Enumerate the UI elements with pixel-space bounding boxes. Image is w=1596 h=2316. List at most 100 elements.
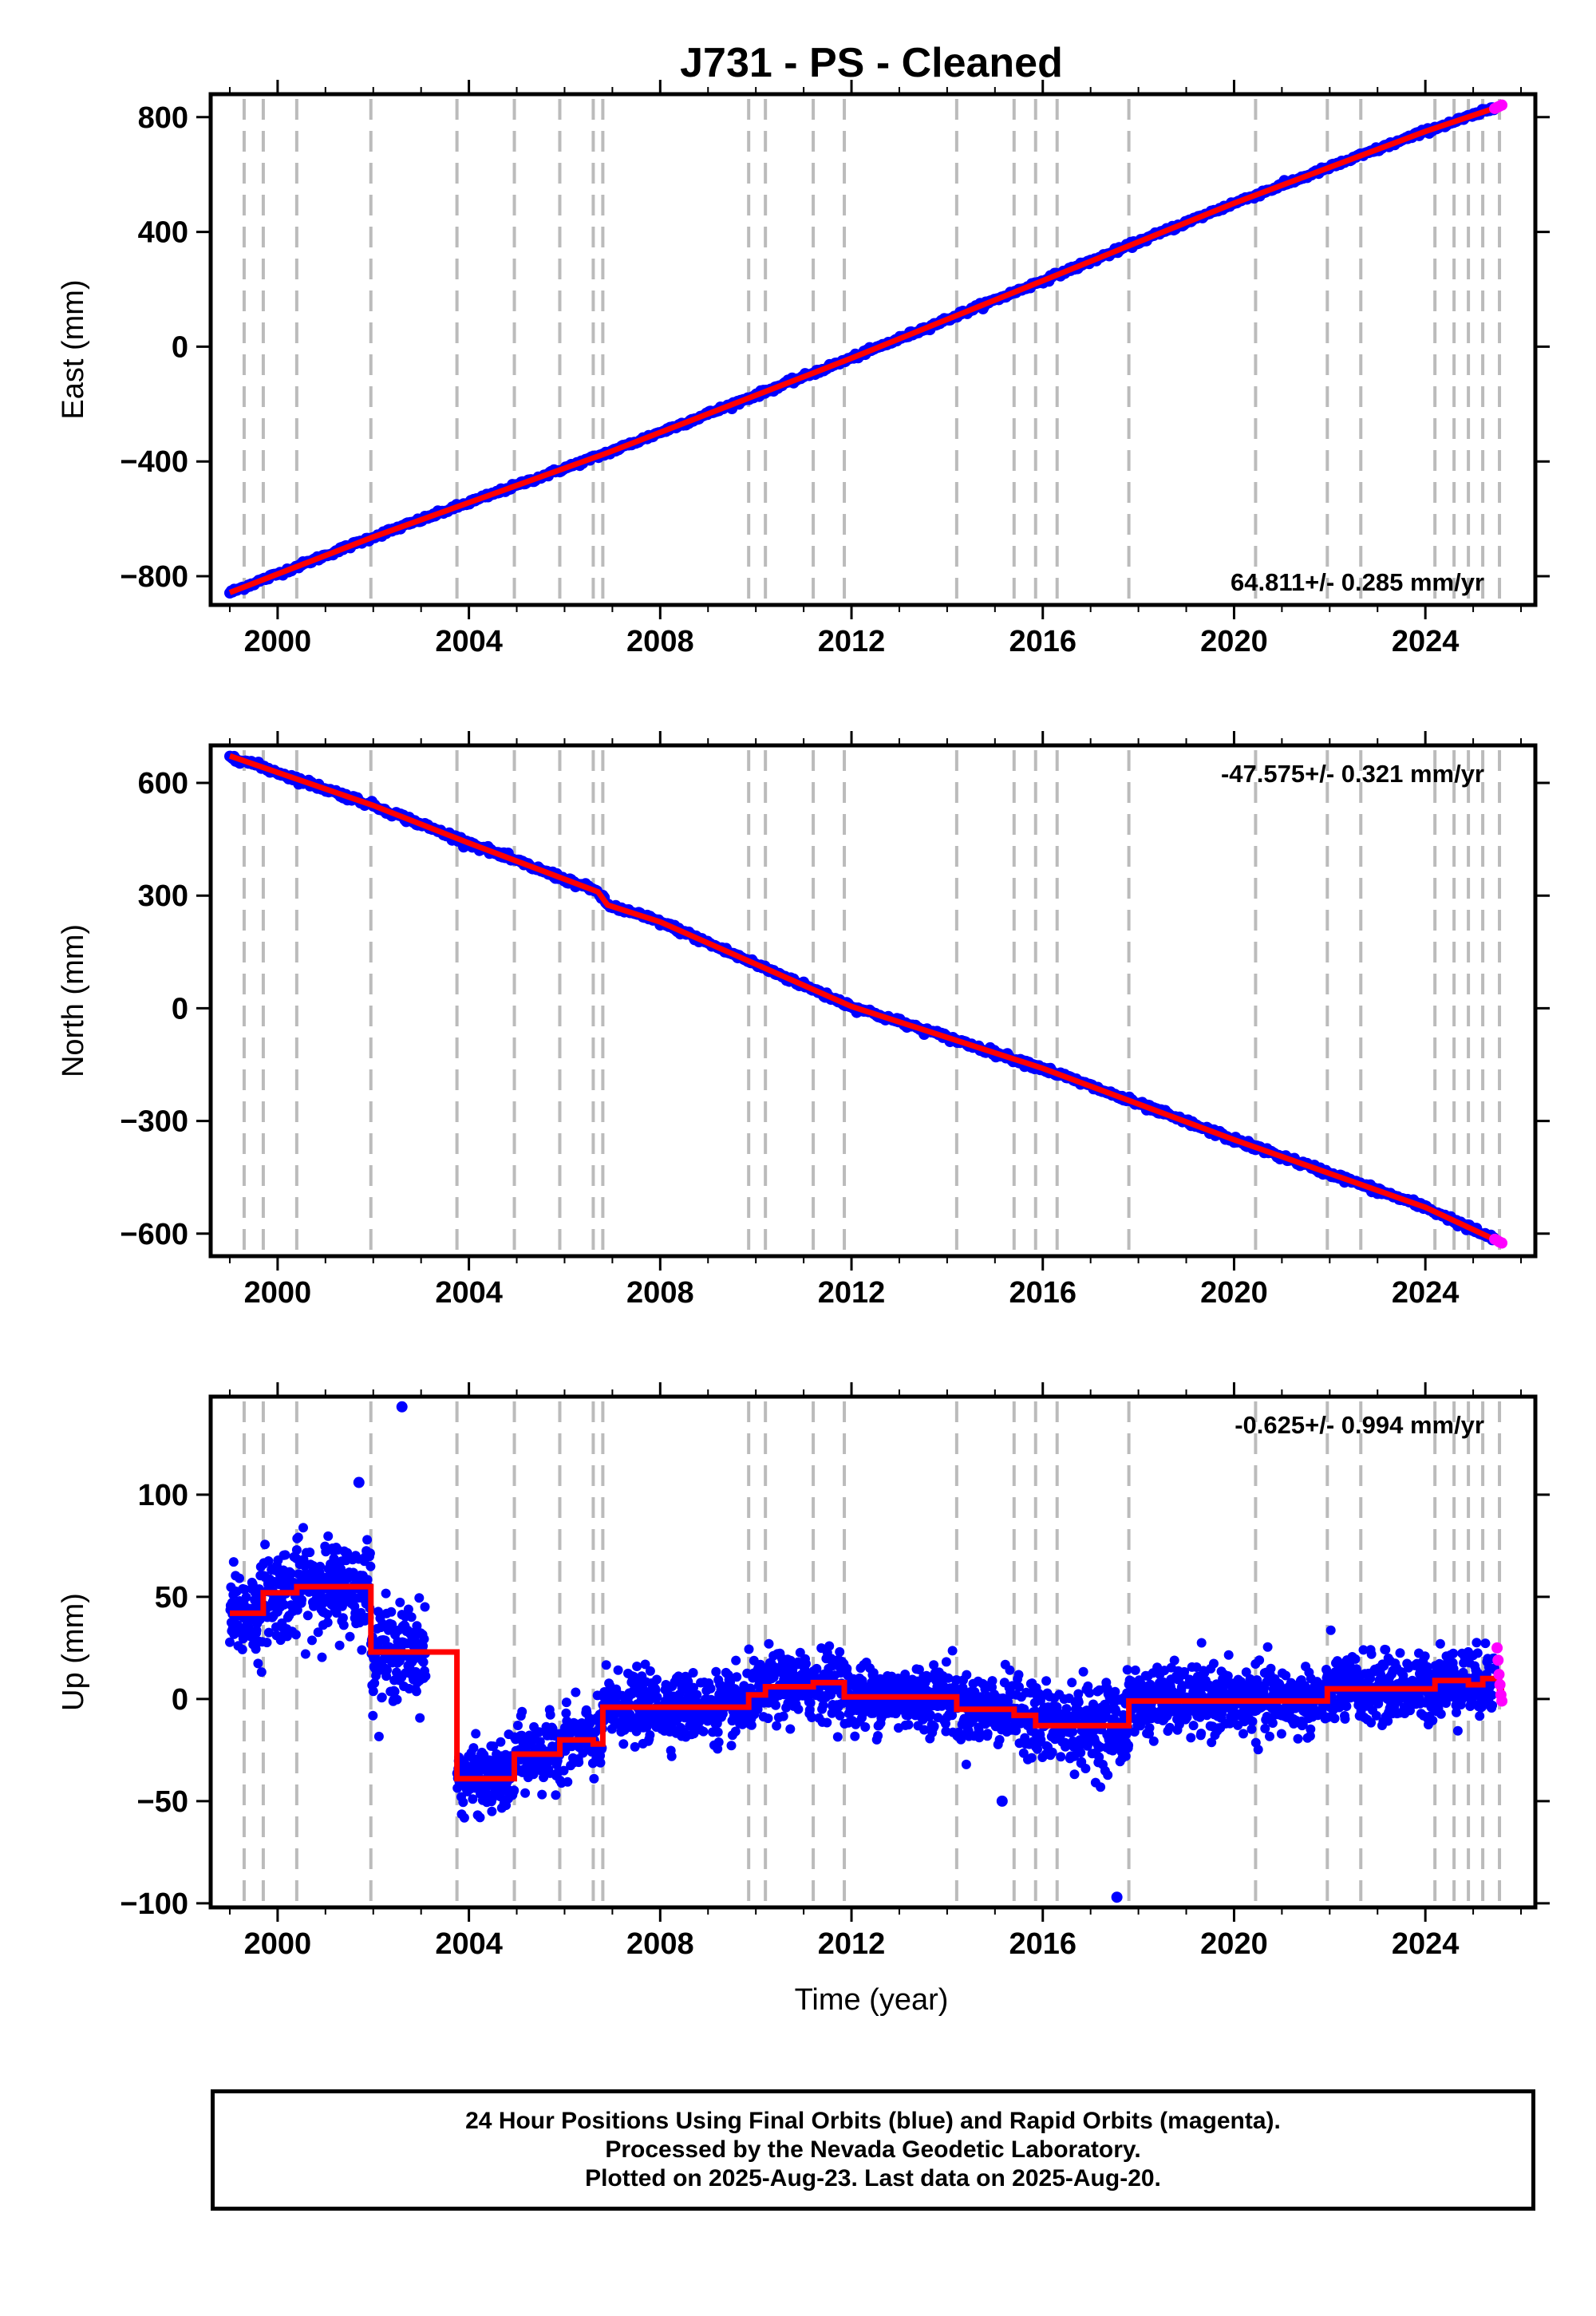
- final-orbit-point: [468, 1794, 478, 1804]
- north-y-axis-title: North (mm): [57, 924, 90, 1077]
- final-orbit-point: [406, 1612, 417, 1622]
- final-orbit-point: [785, 1724, 796, 1734]
- final-orbit-point: [534, 1727, 544, 1737]
- final-orbit-point: [313, 1627, 323, 1638]
- final-orbit-point: [1096, 1782, 1106, 1792]
- north-data: [224, 750, 1508, 1249]
- final-orbit-point: [1073, 1689, 1084, 1699]
- final-orbit-point: [1305, 1731, 1315, 1741]
- east-panel: 2000 2004 2008 2012 2016 2020 2024−800−4000400…: [57, 80, 1550, 658]
- final-orbit-point: [561, 1708, 571, 1718]
- final-orbit-point: [1329, 1713, 1340, 1724]
- final-orbit-point: [418, 1657, 429, 1667]
- final-orbit-point: [338, 1620, 349, 1630]
- final-orbit-point: [746, 1720, 757, 1730]
- final-orbit-point: [403, 1604, 413, 1614]
- final-orbit-point: [1281, 1670, 1291, 1681]
- final-orbit-point: [1061, 1704, 1072, 1714]
- final-orbit-point: [1080, 1764, 1091, 1773]
- y-tick-label: 0: [172, 330, 188, 364]
- rapid-orbit-point: [1496, 99, 1508, 111]
- final-orbit-point: [382, 1665, 392, 1675]
- final-orbit-point: [574, 1757, 584, 1768]
- final-orbit-point: [824, 1641, 835, 1651]
- final-orbit-point: [1340, 1713, 1350, 1724]
- final-orbit-point: [1223, 1650, 1234, 1660]
- final-orbit-point: [235, 1573, 244, 1583]
- x-tick-label: 2000: [244, 1276, 312, 1310]
- final-orbit-point: [368, 1710, 378, 1721]
- final-orbit-point: [1196, 1729, 1207, 1738]
- final-orbit-point: [903, 1720, 914, 1730]
- final-orbit-point: [362, 1535, 373, 1545]
- y-tick-label: 800: [138, 101, 188, 135]
- final-orbit-point: [652, 1692, 662, 1702]
- final-orbit-point: [412, 1621, 422, 1631]
- final-orbit-point: [1262, 1642, 1273, 1652]
- y-tick-label: 600: [138, 767, 188, 800]
- final-orbit-point: [1047, 1747, 1057, 1757]
- x-tick-label: 2016: [1009, 625, 1077, 658]
- x-tick-label: 2012: [818, 1276, 886, 1310]
- final-orbit-point: [1103, 1770, 1113, 1780]
- final-orbit-point: [822, 1717, 832, 1728]
- final-orbit-point: [1253, 1745, 1263, 1755]
- final-orbit-point: [745, 1684, 756, 1694]
- final-orbit-point: [835, 1710, 845, 1721]
- final-orbit-point: [300, 1649, 310, 1659]
- final-orbit-point: [357, 1645, 367, 1655]
- final-orbit-point: [1325, 1625, 1336, 1635]
- final-orbit-point: [537, 1789, 547, 1800]
- final-orbit-point: [545, 1709, 555, 1720]
- final-orbit-point: [334, 1640, 345, 1650]
- final-orbit-point: [1260, 1723, 1270, 1733]
- final-orbit-point: [302, 1611, 313, 1621]
- final-orbit-point: [974, 1729, 985, 1740]
- final-orbit-point: [778, 1711, 788, 1721]
- x-tick-label: 2008: [626, 1276, 694, 1310]
- east-plot-frame: [208, 92, 1538, 607]
- final-orbit-point: [1207, 1737, 1217, 1748]
- final-orbit-point: [1266, 1663, 1276, 1674]
- final-orbit-point: [1073, 1697, 1084, 1707]
- x-tick-label: 2008: [626, 625, 694, 658]
- final-orbit-point: [1223, 1671, 1233, 1681]
- final-orbit-point: [857, 1675, 867, 1686]
- final-orbit-point: [726, 1741, 737, 1751]
- final-orbit-point: [1124, 1741, 1134, 1750]
- final-orbit-point: [373, 1731, 384, 1741]
- up-panel: 2000 2004 2008 2012 2016 2020 2024−100−5005010…: [57, 1382, 1550, 1961]
- model-fit-line: [228, 753, 1503, 1246]
- final-orbit-point: [317, 1652, 327, 1662]
- final-orbit-point: [1061, 1741, 1070, 1752]
- final-orbit-point: [1196, 1638, 1207, 1648]
- final-orbit-point: [468, 1743, 479, 1753]
- final-orbit-point: [947, 1646, 958, 1656]
- final-orbit-point: [1188, 1721, 1199, 1731]
- final-orbit-point: [561, 1697, 571, 1708]
- final-orbit-point: [1265, 1731, 1274, 1741]
- final-orbit-point: [1148, 1736, 1159, 1746]
- final-orbit-point: [298, 1523, 308, 1533]
- final-orbit-point: [801, 1658, 811, 1669]
- final-orbit-point: [674, 1671, 684, 1682]
- final-orbit-point: [342, 1547, 353, 1558]
- final-orbit-point: [421, 1671, 431, 1682]
- final-orbit-point: [925, 1709, 935, 1720]
- east-data: [224, 99, 1508, 599]
- final-orbit-point: [496, 1737, 506, 1747]
- final-orbit-point: [771, 1700, 781, 1710]
- final-orbit-point: [1276, 1729, 1286, 1739]
- final-orbit-point: [1293, 1733, 1303, 1744]
- final-orbit-point: [1084, 1688, 1095, 1698]
- final-orbit-point: [730, 1726, 741, 1737]
- final-orbit-point: [1247, 1717, 1258, 1726]
- final-orbit-point: [947, 1710, 958, 1721]
- final-orbit-point: [369, 1678, 380, 1688]
- north-plot-frame: [208, 743, 1538, 1259]
- final-orbit-point: [386, 1607, 397, 1617]
- final-orbit-point: [640, 1659, 650, 1670]
- x-tick-label: 2024: [1392, 1276, 1460, 1310]
- final-orbit-point: [1110, 1686, 1120, 1697]
- final-orbit-point: [1067, 1678, 1077, 1688]
